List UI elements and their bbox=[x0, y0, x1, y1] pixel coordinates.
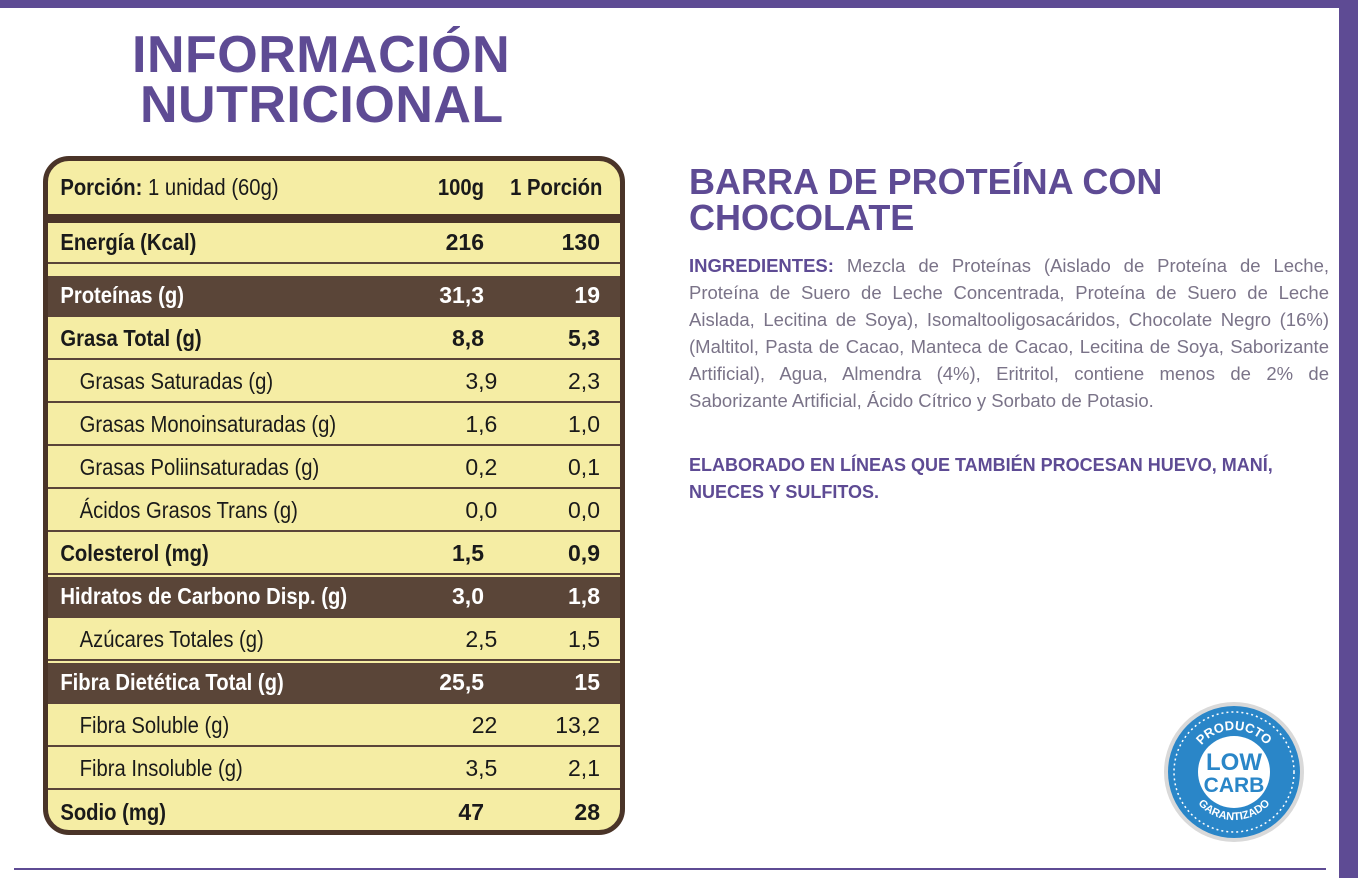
table-header-row: Porción: 1 unidad (60g) 100g 1 Porción bbox=[48, 161, 620, 223]
row-value-portion: 0,0 bbox=[568, 497, 600, 523]
row-name: Energía (Kcal) bbox=[60, 229, 197, 255]
table-row-azucares: Azúcares Totales (g) 2,5 1,5 bbox=[48, 620, 620, 661]
row-value-100g: 1,6 bbox=[465, 411, 498, 437]
row-value-100g: 31,3 bbox=[439, 282, 484, 308]
row-value-100g: 0,2 bbox=[465, 454, 498, 480]
row-value-portion: 1,5 bbox=[568, 626, 600, 652]
badge-center bbox=[1198, 736, 1270, 808]
row-value-100g: 216 bbox=[445, 229, 484, 255]
row-value-100g: 8,8 bbox=[452, 325, 484, 351]
table-row-grasa-total: Grasa Total (g) 8,8 5,3 bbox=[48, 319, 620, 360]
row-name: Ácidos Grasos Trans (g) bbox=[79, 497, 298, 523]
badge-carb-text: CARB bbox=[1204, 774, 1265, 797]
row-value-100g: 0,0 bbox=[465, 497, 498, 523]
portion-label: Porción: bbox=[60, 174, 143, 200]
table-row-sodio: Sodio (mg) 47 28 bbox=[48, 792, 620, 830]
row-name: Hidratos de Carbono Disp. (g) bbox=[60, 583, 348, 609]
table-row-colesterol: Colesterol (mg) 1,5 0,9 bbox=[48, 534, 620, 575]
row-value-100g: 22 bbox=[471, 712, 498, 738]
product-title: BARRA DE PROTEÍNA CON CHOCOLATE bbox=[689, 161, 1163, 238]
row-value-portion: 2,1 bbox=[568, 755, 600, 781]
row-value-100g: 1,5 bbox=[452, 540, 484, 566]
row-name: Fibra Soluble (g) bbox=[79, 712, 230, 738]
row-value-100g: 3,5 bbox=[465, 755, 498, 781]
row-name: Grasa Total (g) bbox=[60, 325, 202, 351]
row-name: Fibra Dietética Total (g) bbox=[60, 669, 284, 695]
badge-low-text: LOW bbox=[1206, 749, 1262, 776]
row-value-100g: 25,5 bbox=[439, 669, 484, 695]
ingredients-label: INGREDIENTES: bbox=[689, 255, 834, 276]
top-border bbox=[0, 0, 1358, 8]
table-row-proteinas: Proteínas (g) 31,3 19 bbox=[48, 276, 620, 317]
row-name: Grasas Poliinsaturadas (g) bbox=[79, 454, 320, 480]
row-value-portion: 13,2 bbox=[555, 712, 600, 738]
title-line-2: NUTRICIONAL bbox=[140, 76, 504, 134]
row-value-portion: 5,3 bbox=[568, 325, 600, 351]
row-name: Sodio (mg) bbox=[60, 799, 167, 825]
row-value-100g: 47 bbox=[458, 799, 484, 825]
row-value-portion: 2,3 bbox=[568, 368, 600, 394]
row-value-portion: 1,0 bbox=[568, 411, 600, 437]
row-value-portion: 1,8 bbox=[568, 583, 600, 609]
table-row-fibra-soluble: Fibra Soluble (g) 22 13,2 bbox=[48, 706, 620, 747]
row-value-portion: 0,1 bbox=[568, 454, 600, 480]
portion-value: 1 unidad (60g) bbox=[148, 174, 279, 200]
table-row-fibra-total: Fibra Dietética Total (g) 25,5 15 bbox=[48, 663, 620, 704]
page-title: INFORMACIÓN NUTRICIONAL bbox=[132, 26, 511, 134]
portion-cell: Porción: 1 unidad (60g) bbox=[48, 174, 365, 201]
table-row-energia: Energía (Kcal) 216 130 bbox=[48, 223, 620, 264]
table-row-fibra-insoluble: Fibra Insoluble (g) 3,5 2,1 bbox=[48, 749, 620, 790]
table-row-grasas-poli: Grasas Poliinsaturadas (g) 0,2 0,1 bbox=[48, 448, 620, 489]
allergen-notice: ELABORADO EN LÍNEAS QUE TAMBIÉN PROCESAN… bbox=[689, 455, 1273, 502]
row-value-portion: 28 bbox=[574, 799, 600, 825]
row-value-portion: 15 bbox=[574, 669, 600, 695]
row-value-100g: 3,0 bbox=[452, 583, 484, 609]
table-row-grasas-mono: Grasas Monoinsaturadas (g) 1,6 1,0 bbox=[48, 405, 620, 446]
row-value-portion: 130 bbox=[561, 229, 600, 255]
table-row-hidratos: Hidratos de Carbono Disp. (g) 3,0 1,8 bbox=[48, 577, 620, 618]
row-name: Grasas Monoinsaturadas (g) bbox=[79, 411, 337, 437]
right-border bbox=[1339, 0, 1358, 878]
row-name: Proteínas (g) bbox=[60, 282, 185, 308]
title-line-1: INFORMACIÓN bbox=[132, 26, 511, 84]
ingredients-text: INGREDIENTES: Mezcla de Proteínas (Aisla… bbox=[689, 252, 1329, 414]
row-value-100g: 3,9 bbox=[465, 368, 498, 394]
row-value-portion: 19 bbox=[574, 282, 600, 308]
row-name: Azúcares Totales (g) bbox=[79, 626, 264, 652]
ingredients-body: Mezcla de Proteínas (Aislado de Proteína… bbox=[689, 255, 1330, 411]
badge-dotted-ring bbox=[1173, 711, 1295, 833]
row-value-portion: 0,9 bbox=[568, 540, 600, 566]
row-name: Grasas Saturadas (g) bbox=[79, 368, 274, 394]
row-value-100g: 2,5 bbox=[465, 626, 498, 652]
column-header-100g: 100g bbox=[437, 174, 484, 200]
table-row-trans: Ácidos Grasos Trans (g) 0,0 0,0 bbox=[48, 491, 620, 532]
row-name: Fibra Insoluble (g) bbox=[79, 755, 243, 781]
row-name: Colesterol (mg) bbox=[60, 540, 209, 566]
low-carb-badge: PRODUCTO GARANTIZADO LOW CARB bbox=[1164, 702, 1304, 842]
bottom-divider bbox=[14, 868, 1326, 870]
nutrition-table: Porción: 1 unidad (60g) 100g 1 Porción E… bbox=[43, 156, 625, 835]
column-header-portion: 1 Porción bbox=[510, 174, 603, 200]
table-row-grasas-saturadas: Grasas Saturadas (g) 3,9 2,3 bbox=[48, 362, 620, 403]
